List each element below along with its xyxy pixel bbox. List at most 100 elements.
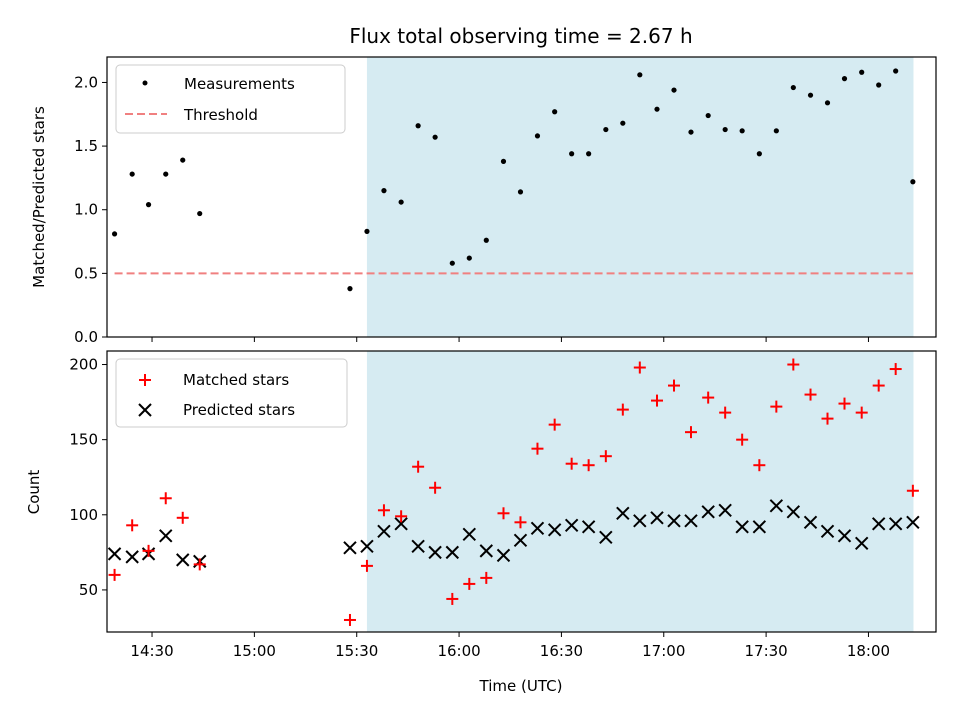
- top-y-ticks: 0.0 0.5 1.0 1.5 2.0: [74, 73, 107, 346]
- matched-point: [377, 504, 390, 517]
- legend-label-measurements: Measurements: [184, 75, 295, 93]
- top-y-tick-label: 1.5: [74, 137, 98, 155]
- x-tick-label: 14:30: [130, 642, 173, 660]
- predicted-stroke: [445, 545, 460, 560]
- matched-point: [667, 379, 680, 392]
- predicted-point: [564, 518, 579, 533]
- predicted-point: [906, 515, 920, 530]
- matched-point: [108, 568, 121, 581]
- legend-label-matched: Matched stars: [183, 371, 289, 389]
- measurement-point: [180, 157, 186, 163]
- predicted-stroke: [530, 521, 545, 536]
- measurement-point: [876, 82, 882, 88]
- bottom-y-tick-label: 100: [69, 506, 98, 524]
- matched-point: [193, 558, 206, 571]
- chart-title: Flux total observing time = 2.67 h: [349, 24, 692, 48]
- bottom-axes-frame: [106, 350, 937, 633]
- measurement-point: [586, 151, 592, 157]
- predicted-point: [159, 529, 173, 543]
- predicted-stroke: [547, 523, 562, 537]
- predicted-point: [394, 517, 408, 531]
- matched-point: [360, 559, 373, 572]
- measurement-point: [688, 129, 694, 135]
- measurement-point: [841, 76, 848, 82]
- top-axes-frame: [106, 56, 937, 338]
- x-tick-label: 16:30: [540, 642, 583, 660]
- measurement-point: [517, 189, 524, 195]
- predicted-stroke: [837, 529, 852, 543]
- bottom-y-tick-label: 50: [79, 581, 98, 599]
- predicted-stroke: [735, 520, 749, 534]
- measurement-point: [620, 120, 626, 126]
- predicted-stroke: [394, 517, 408, 531]
- matched-point: [736, 433, 749, 446]
- predicted-stroke: [684, 514, 698, 528]
- predicted-stroke: [718, 503, 732, 517]
- predicted-stroke: [871, 517, 886, 531]
- predicted-stroke: [769, 499, 784, 513]
- predicted-point: [496, 548, 511, 563]
- measurement-point: [347, 286, 353, 292]
- measurement-point: [637, 72, 643, 78]
- predicted-point: [820, 524, 835, 539]
- matched-point: [855, 406, 868, 419]
- bottom-y-axis-label: Count: [25, 470, 43, 515]
- measurement-point: [705, 112, 711, 119]
- matched-point: [176, 511, 189, 524]
- predicted-point: [411, 539, 425, 554]
- matched-point: [429, 481, 442, 494]
- matched-point: [395, 510, 408, 523]
- measurement-point: [449, 260, 455, 266]
- predicted-point: [667, 514, 681, 528]
- matched-point: [872, 379, 885, 392]
- predicted-point: [530, 521, 545, 536]
- top-y-tick-label: 2.0: [74, 73, 98, 91]
- predicted-point: [360, 539, 374, 554]
- predicted-stroke: [496, 548, 511, 563]
- x-tick-label: 17:30: [744, 642, 787, 660]
- predicted-stroke: [107, 547, 122, 561]
- measurement-point: [111, 231, 118, 237]
- matched-point: [497, 507, 510, 520]
- predicted-stroke: [176, 553, 190, 567]
- predicted-point: [854, 536, 869, 551]
- predicted-point: [445, 545, 460, 560]
- top-y-tick-label: 1.0: [74, 201, 98, 219]
- measurement-point: [500, 158, 507, 164]
- matched-point: [142, 544, 155, 557]
- predicted-stroke: [701, 505, 715, 519]
- predicted-stroke: [803, 515, 818, 530]
- bottom-panel: 50 100 150 200 14:30 15:00 15:30 16:00 16:30 17:…: [25, 350, 937, 695]
- measurement-point: [432, 134, 438, 140]
- matched-point: [753, 459, 766, 472]
- measurement-point: [381, 188, 387, 194]
- predicted-point: [633, 514, 647, 528]
- predicted-stroke: [513, 533, 528, 548]
- measurement-point: [398, 199, 404, 205]
- measurement-point: [790, 84, 796, 91]
- measurement-point: [671, 87, 677, 93]
- predicted-stroke: [125, 550, 139, 564]
- predicted-point: [599, 530, 613, 545]
- predicted-point: [735, 520, 749, 534]
- predicted-stroke: [888, 517, 903, 531]
- predicted-point: [650, 511, 664, 525]
- x-tick-label: 15:00: [233, 642, 276, 660]
- top-x-ticks: [151, 337, 869, 342]
- measurement-point: [466, 255, 472, 261]
- matched-point: [599, 450, 612, 463]
- measurement-point: [739, 128, 745, 134]
- predicted-stroke: [752, 520, 767, 534]
- predicted-stroke: [360, 539, 374, 554]
- matched-point: [159, 492, 172, 505]
- predicted-stroke: [377, 524, 391, 539]
- matched-point: [633, 361, 646, 374]
- matched-point: [770, 400, 783, 413]
- predicted-stroke: [667, 514, 681, 528]
- bottom-legend: Matched stars Predicted stars: [115, 358, 348, 428]
- measurement-point: [569, 151, 575, 157]
- predicted-point: [479, 544, 494, 558]
- matched-point: [126, 519, 139, 532]
- matched-point: [804, 388, 817, 401]
- x-axis-label: Time (UTC): [479, 677, 563, 695]
